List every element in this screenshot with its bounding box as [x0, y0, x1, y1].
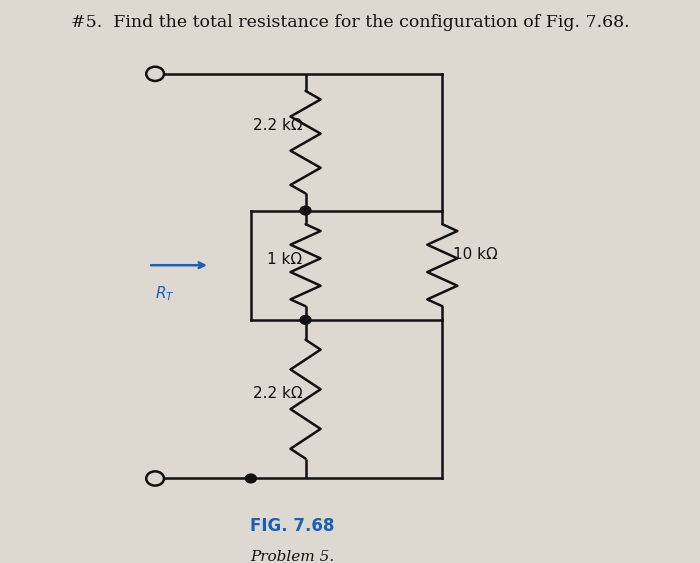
Text: FIG. 7.68: FIG. 7.68: [250, 517, 334, 535]
Text: #5.  Find the total resistance for the configuration of Fig. 7.68.: #5. Find the total resistance for the co…: [71, 14, 629, 30]
Text: 2.2 kΩ: 2.2 kΩ: [253, 118, 302, 133]
Text: 10 kΩ: 10 kΩ: [453, 247, 497, 262]
Circle shape: [246, 474, 256, 483]
Circle shape: [300, 315, 311, 324]
Text: Problem 5.: Problem 5.: [250, 549, 334, 563]
Circle shape: [300, 206, 311, 215]
Text: 2.2 kΩ: 2.2 kΩ: [253, 386, 302, 401]
Text: 1 kΩ: 1 kΩ: [267, 252, 302, 267]
Text: $R_T$: $R_T$: [155, 284, 175, 303]
